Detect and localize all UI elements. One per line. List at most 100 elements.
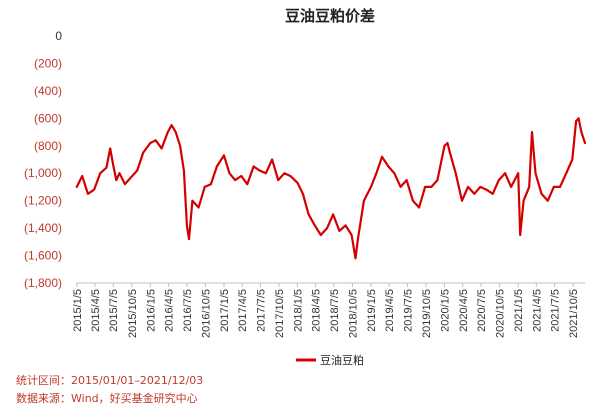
x-axis: 2015/1/5 2015/4/5 2015/7/5 2015/10/5 2016/1/…: [72, 282, 585, 338]
x-tick-label: 2017/1/5: [219, 289, 231, 332]
data-point: [149, 142, 152, 144]
data-point: [265, 172, 267, 175]
x-tick-label: 2020/1/5: [439, 289, 451, 332]
data-point: [142, 151, 145, 154]
data-point: [454, 172, 457, 175]
data-point: [540, 192, 543, 195]
data-point: [522, 199, 525, 202]
x-tick-label: 2019/10/5: [421, 289, 433, 338]
x-tick-label: 2018/10/5: [347, 289, 359, 338]
data-point: [296, 181, 299, 184]
x-tick-label: 2016/4/5: [164, 289, 176, 332]
x-tick-label: 2019/1/5: [366, 289, 378, 332]
data-point: [112, 164, 115, 166]
plot-area: [75, 117, 587, 260]
data-point: [166, 131, 169, 134]
y-tick-label: 0: [55, 29, 62, 43]
legend-label: 豆油豆粕: [320, 353, 364, 367]
data-point: [75, 186, 78, 188]
x-tick-label: 2019/7/5: [402, 289, 414, 332]
footnote-range: 统计区间：2015/01/01–2021/12/03: [16, 374, 204, 387]
data-point: [517, 172, 520, 175]
x-tick-label: 2017/10/5: [274, 289, 286, 338]
data-point: [124, 183, 126, 186]
data-point: [332, 213, 334, 216]
x-tick-label: 2018/1/5: [292, 289, 304, 332]
x-tick-label: 2018/7/5: [329, 289, 341, 332]
data-point: [531, 131, 533, 134]
data-point: [510, 186, 512, 188]
data-point: [118, 172, 121, 175]
data-point: [381, 155, 383, 158]
x-tick-label: 2016/1/5: [145, 289, 157, 332]
data-point: [252, 165, 255, 168]
data-point: [223, 154, 225, 157]
data-point: [283, 172, 286, 175]
data-point: [546, 199, 549, 202]
data-point: [393, 172, 396, 175]
data-point: [577, 117, 580, 120]
data-point: [258, 169, 261, 172]
data-point: [197, 206, 200, 209]
data-point: [93, 188, 95, 191]
y-tick-label: (1,800): [24, 276, 62, 290]
data-point: [338, 230, 341, 232]
data-point: [109, 147, 112, 150]
data-point: [289, 175, 292, 177]
x-tick-label: 2021/4/5: [531, 289, 543, 332]
x-tick-label: 2021/1/5: [513, 289, 525, 332]
y-tick-label: (600): [34, 111, 62, 125]
data-point: [154, 139, 157, 142]
data-point: [191, 199, 194, 202]
y-tick-label: (400): [34, 84, 62, 98]
data-point: [115, 179, 118, 182]
data-point: [443, 144, 446, 147]
data-point: [424, 186, 426, 188]
data-point: [228, 172, 231, 175]
data-point: [479, 186, 482, 188]
data-point: [105, 166, 108, 169]
data-point: [271, 158, 273, 161]
data-point: [534, 172, 537, 175]
data-point: [446, 142, 449, 144]
data-point: [565, 172, 568, 175]
x-tick-label: 2015/7/5: [108, 289, 120, 332]
data-point: [491, 192, 494, 195]
data-point: [504, 172, 506, 175]
data-point: [186, 224, 188, 227]
y-tick-label: (1,200): [24, 194, 62, 208]
data-point: [183, 169, 185, 172]
data-point: [326, 227, 328, 230]
data-point: [350, 234, 353, 236]
x-tick-label: 2017/7/5: [255, 289, 267, 332]
y-tick-label: (1,600): [24, 249, 62, 263]
data-point: [449, 151, 451, 154]
data-point: [240, 175, 243, 177]
data-point: [473, 192, 476, 195]
y-tick-label: (1,400): [24, 221, 62, 235]
data-point: [188, 238, 190, 241]
data-point: [552, 186, 555, 188]
data-point: [357, 238, 359, 241]
footnote-source: 数据来源：Wind，好买基金研究中心: [16, 392, 198, 405]
data-point: [399, 186, 402, 188]
x-tick-label: 2017/4/5: [237, 289, 249, 332]
data-point: [203, 186, 206, 188]
x-tick-label: 2018/4/5: [311, 289, 323, 332]
data-point: [467, 186, 469, 188]
data-point: [584, 142, 586, 144]
x-tick-label: 2016/10/5: [200, 289, 212, 338]
data-point: [559, 186, 561, 188]
y-tick-label: (200): [34, 56, 62, 70]
data-point: [354, 257, 357, 260]
x-tick-label: 2021/7/5: [550, 289, 562, 332]
data-point: [344, 224, 347, 227]
x-tick-label: 2016/7/5: [182, 289, 194, 332]
data-point: [160, 147, 163, 150]
data-point: [580, 131, 583, 134]
x-tick-label: 2020/7/5: [476, 289, 488, 332]
x-tick-label: 2019/4/5: [384, 289, 396, 332]
data-point: [130, 176, 132, 179]
data-point: [179, 144, 182, 147]
